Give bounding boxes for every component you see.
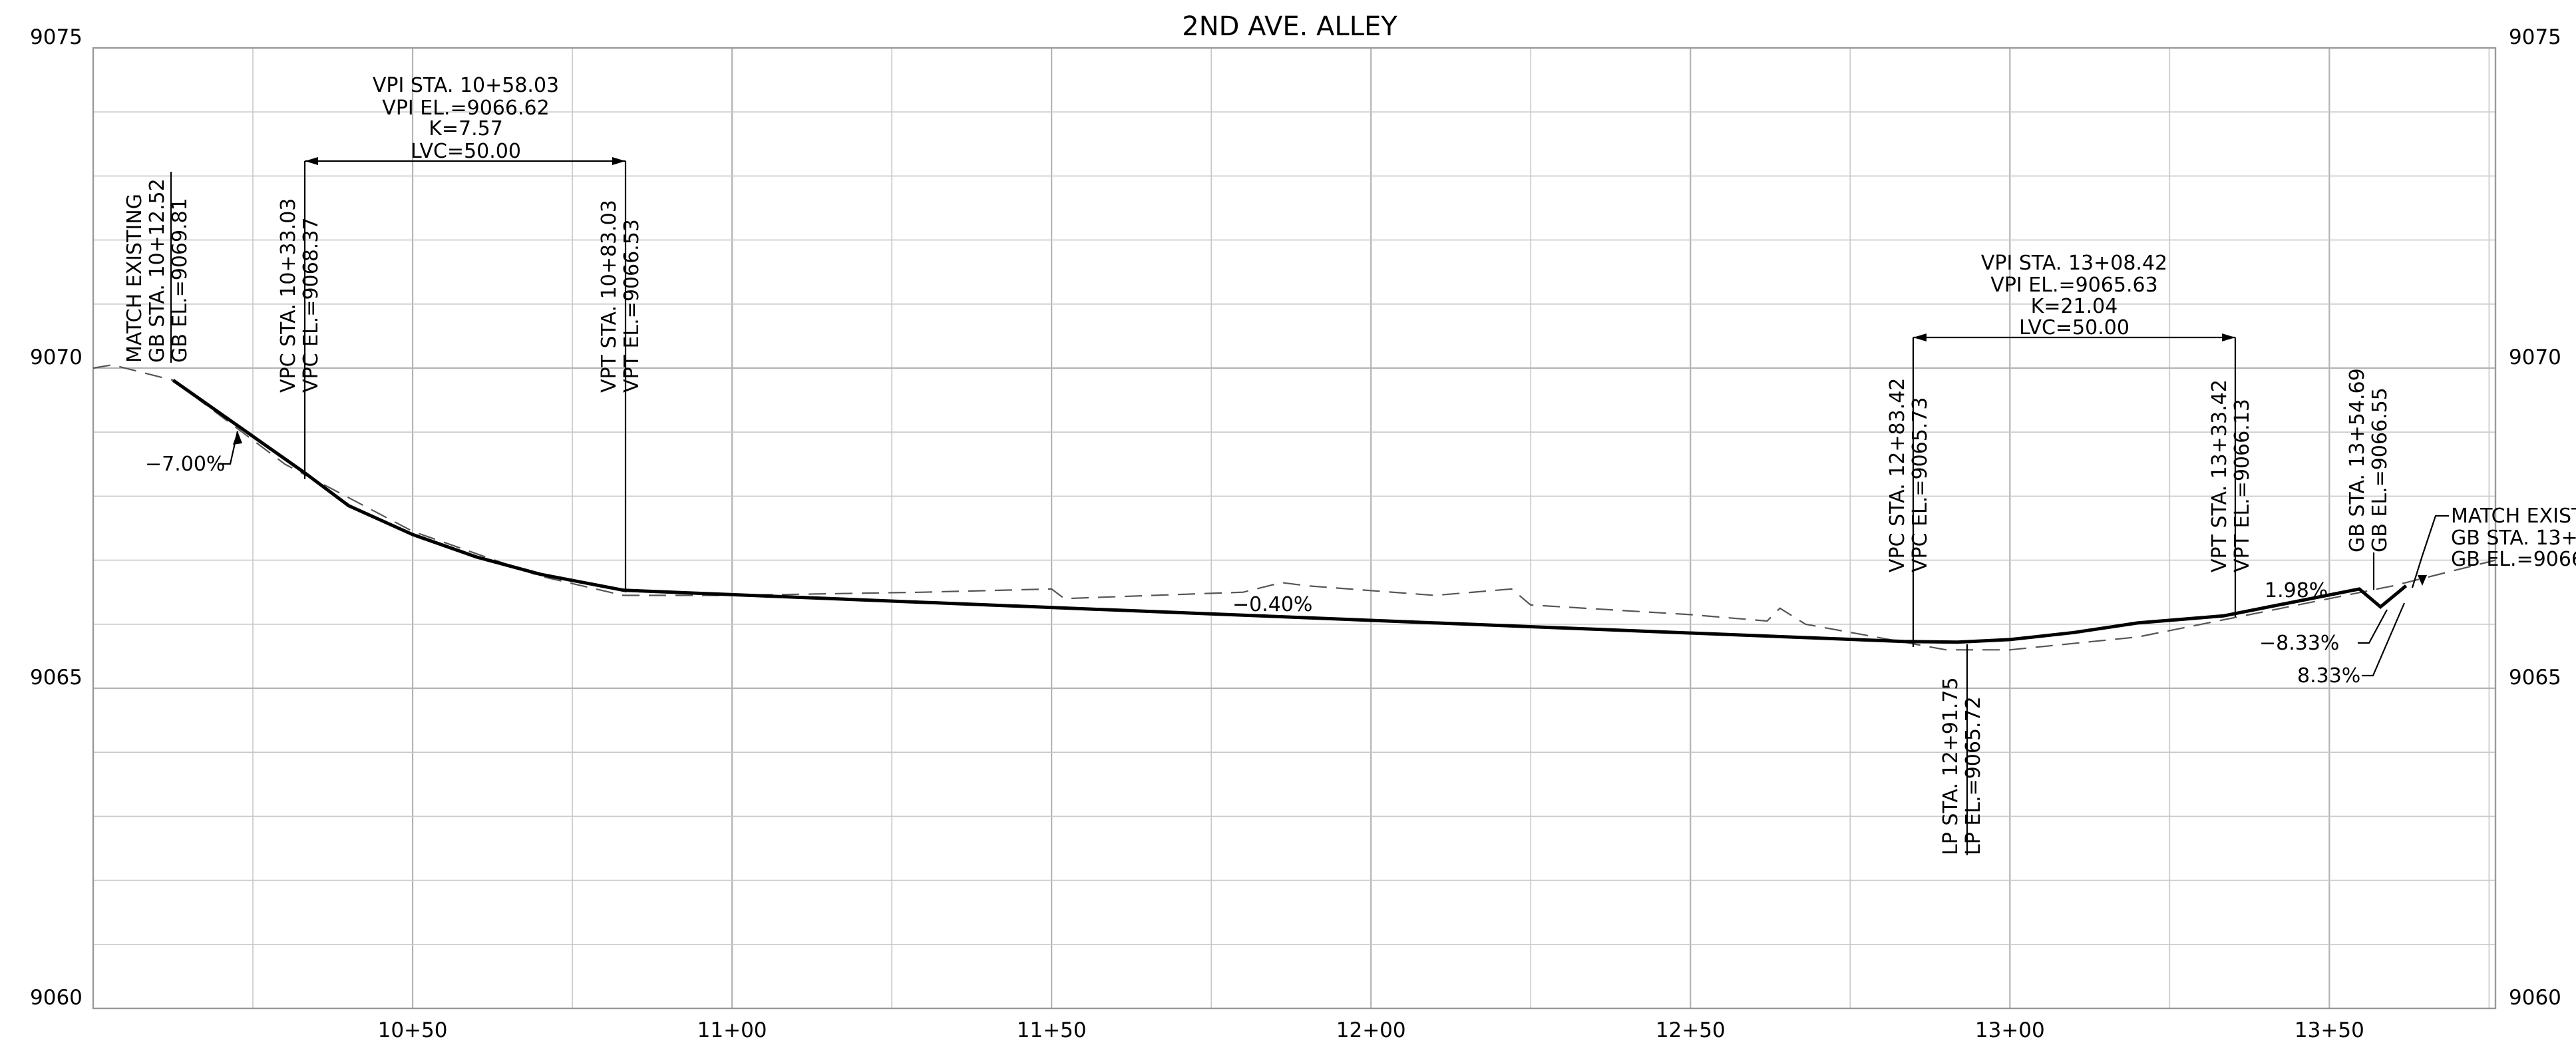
vc2-k: K=21.04 xyxy=(2031,295,2118,318)
svg-text:GB STA. 13+54.69: GB STA. 13+54.69 xyxy=(2346,368,2369,552)
x-tick-label: 12+00 xyxy=(1336,1018,1406,1042)
vc2-label-block: VPI STA. 13+08.42 VPI EL.=9065.63 K=21.0… xyxy=(1981,252,2167,339)
svg-text:LP STA. 12+91.75: LP STA. 12+91.75 xyxy=(1939,677,1962,855)
y-tick-labels: 9060 9060 9065 9065 9070 9070 9075 9075 xyxy=(30,25,2561,1010)
grade-leaders xyxy=(218,431,2449,677)
svg-text:VPC STA. 10+33.03: VPC STA. 10+33.03 xyxy=(277,198,300,393)
vpc2-label: VPC STA. 12+83.42 VPC EL.=9065.73 xyxy=(1886,378,1932,572)
svg-text:LP EL.=9065.72: LP EL.=9065.72 xyxy=(1962,696,1985,855)
vc1-lvc: LVC=50.00 xyxy=(411,140,521,163)
x-tick-label: 11+50 xyxy=(1017,1018,1087,1042)
match-left-label: MATCH EXISTING GB STA. 10+12.52 GB EL.=9… xyxy=(123,178,192,363)
y-tick-label-left: 9065 xyxy=(30,666,83,690)
x-tick-labels: 10+50 11+00 11+50 12+00 12+50 13+00 13+50 xyxy=(378,1018,2364,1042)
svg-text:VPC EL.=9065.73: VPC EL.=9065.73 xyxy=(1909,397,1932,573)
grade-label-2: −0.40% xyxy=(1232,593,1312,616)
x-tick-label: 13+50 xyxy=(2295,1018,2364,1042)
svg-text:VPT STA. 10+83.03: VPT STA. 10+83.03 xyxy=(598,200,621,393)
match-right-label: MATCH EXISTI GB STA. 13+ GB EL.=9066 xyxy=(2451,505,2576,571)
vpc1-label: VPC STA. 10+33.03 VPC EL.=9068.37 xyxy=(277,198,323,393)
svg-text:MATCH EXISTING: MATCH EXISTING xyxy=(123,194,146,363)
x-tick-label: 10+50 xyxy=(378,1018,448,1042)
vc1-dimension xyxy=(305,157,626,165)
y-tick-label-left: 9070 xyxy=(30,345,83,369)
grade-label-1: −7.00% xyxy=(145,453,225,476)
y-tick-label-left: 9060 xyxy=(30,986,83,1010)
y-tick-label-right: 9065 xyxy=(2509,666,2561,690)
vc2-vpi-sta: VPI STA. 13+08.42 xyxy=(1981,252,2167,275)
vc1-k: K=7.57 xyxy=(429,117,503,140)
vpt1-label: VPT STA. 10+83.03 VPT EL.=9066.53 xyxy=(598,200,644,393)
svg-text:MATCH EXISTI: MATCH EXISTI xyxy=(2451,505,2576,528)
plot-frame xyxy=(92,47,2497,1010)
proposed-profile-line xyxy=(172,379,2408,644)
vpt2-label: VPT STA. 13+33.42 VPT EL.=9066.13 xyxy=(2208,379,2254,572)
y-tick-label-right: 9070 xyxy=(2509,345,2561,369)
callout-lines xyxy=(170,161,2375,855)
x-tick-label: 11+00 xyxy=(697,1018,767,1042)
svg-text:VPT EL.=9066.13: VPT EL.=9066.13 xyxy=(2231,399,2254,572)
vc2-lvc: LVC=50.00 xyxy=(2019,316,2129,339)
svg-text:GB STA. 13+: GB STA. 13+ xyxy=(2451,526,2576,550)
svg-text:GB EL.=9069.81: GB EL.=9069.81 xyxy=(168,198,192,363)
x-tick-label: 12+50 xyxy=(1656,1018,1726,1042)
vc1-label-block: VPI STA. 10+58.03 VPI EL.=9066.62 K=7.57… xyxy=(373,74,559,163)
svg-text:VPC STA. 12+83.42: VPC STA. 12+83.42 xyxy=(1886,378,1909,572)
svg-text:GB EL.=9066.55: GB EL.=9066.55 xyxy=(2368,387,2392,552)
y-tick-label-right: 9075 xyxy=(2509,25,2561,49)
grid xyxy=(93,48,2495,1008)
vc1-vpi-el: VPI EL.=9066.62 xyxy=(382,97,549,120)
y-tick-label-left: 9075 xyxy=(30,25,83,49)
svg-text:VPC EL.=9068.37: VPC EL.=9068.37 xyxy=(299,218,323,393)
vc2-vpi-el: VPI EL.=9065.63 xyxy=(1990,274,2157,297)
chart-title: 2ND AVE. ALLEY xyxy=(1182,11,1397,42)
grade-label-5: 8.33% xyxy=(2297,664,2360,688)
vc1-vpi-sta: VPI STA. 10+58.03 xyxy=(373,74,559,97)
existing-ground-line xyxy=(92,364,2496,651)
svg-text:GB EL.=9066: GB EL.=9066 xyxy=(2451,548,2576,571)
y-tick-label-right: 9060 xyxy=(2509,986,2561,1010)
grade-label-4: −8.33% xyxy=(2259,632,2339,655)
gb2-label: GB STA. 13+54.69 GB EL.=9066.55 xyxy=(2346,368,2392,552)
lp-label: LP STA. 12+91.75 LP EL.=9065.72 xyxy=(1939,677,1985,855)
svg-text:GB STA. 10+12.52: GB STA. 10+12.52 xyxy=(146,178,169,363)
x-tick-label: 13+00 xyxy=(1975,1018,2045,1042)
svg-text:VPT EL.=9066.53: VPT EL.=9066.53 xyxy=(620,219,644,393)
vc2-dimension xyxy=(1913,333,2235,341)
grade-label-3: 1.98% xyxy=(2265,579,2328,602)
svg-text:VPT STA. 13+33.42: VPT STA. 13+33.42 xyxy=(2208,379,2231,572)
